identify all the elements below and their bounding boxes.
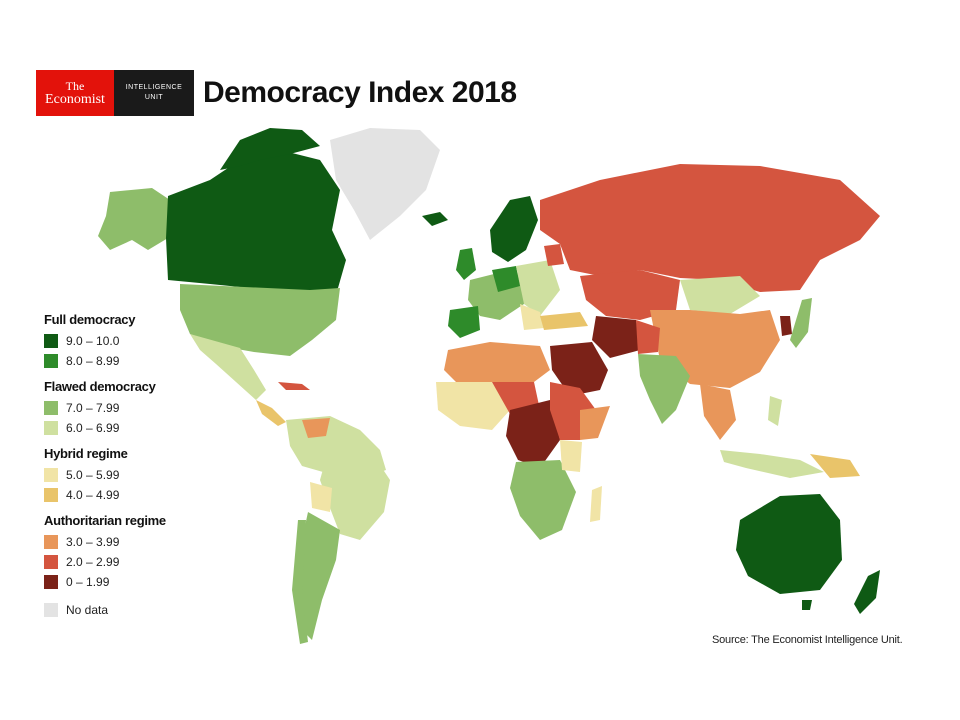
legend-swatch [44,488,58,502]
region-brazil [320,444,390,540]
region-north-africa [444,342,550,386]
legend-no-data: No data [44,600,214,620]
region-central-america [256,400,286,426]
region-west-africa [436,382,510,430]
legend-item: 8.0 – 8.99 [44,351,214,371]
legend-heading: Authoritarian regime [44,513,166,528]
region-central-asia [580,270,680,320]
region-argentina [300,512,340,640]
legend-heading: Flawed democracy [44,379,156,394]
region-pakistan-afghanistan [636,320,660,354]
legend-item: 2.0 – 2.99 [44,552,214,572]
legend-flawed-democracy: Flawed democracy 7.0 – 7.99 6.0 – 6.99 [44,379,214,438]
region-new-zealand [854,570,880,614]
legend-item: 7.0 – 7.99 [44,398,214,418]
region-cuba [278,382,310,390]
region-arabia [550,342,608,396]
region-australia [736,494,842,594]
region-greenland [330,128,440,240]
region-papua [810,454,860,478]
region-eastern-europe [516,260,560,316]
region-usa [180,284,340,356]
region-belarus [544,244,564,266]
region-tanzania [560,440,582,472]
legend-heading: Full democracy [44,312,136,327]
legend-item: 4.0 – 4.99 [44,485,214,505]
map-title: Democracy Index 2018 [203,76,517,109]
region-canada-arctic [220,128,320,170]
region-mexico [190,334,266,400]
legend-item: 9.0 – 10.0 [44,331,214,351]
legend-authoritarian-regime: Authoritarian regime 3.0 – 3.99 2.0 – 2.… [44,513,214,592]
region-southern-africa [510,460,576,540]
source-note: Source: The Economist Intelligence Unit. [712,634,903,646]
legend-heading: Hybrid regime [44,446,128,461]
region-uk [456,248,476,280]
region-canada [166,150,346,310]
region-chile [292,520,308,644]
legend-swatch [44,334,58,348]
region-southeast-asia [700,384,736,440]
legend-swatch [44,535,58,549]
region-scandinavia [490,196,538,262]
legend-swatch [44,575,58,589]
legend-hybrid-regime: Hybrid regime 5.0 – 5.99 4.0 – 4.99 [44,446,214,505]
region-horn [580,406,610,440]
legend-item: 6.0 – 6.99 [44,418,214,438]
legend-swatch [44,555,58,569]
economist-wordmark: The Economist [36,70,114,116]
legend-item: 0 – 1.99 [44,572,214,592]
region-balkans [520,304,544,330]
region-japan [790,298,812,348]
region-venezuela [302,418,330,438]
region-iberia [448,306,480,338]
region-russia [540,164,880,292]
legend-swatch [44,421,58,435]
region-tasmania [802,600,812,610]
region-indonesia [720,450,824,478]
region-iran [592,316,640,358]
region-turkey [540,312,588,330]
legend-item: 5.0 – 5.99 [44,465,214,485]
region-iceland [422,212,448,226]
intelligence-unit-wordmark: INTELLIGENCE UNIT [114,70,194,116]
legend-swatch [44,354,58,368]
region-mongolia [680,276,760,314]
region-bolivia [310,482,332,512]
region-central-africa [506,400,560,468]
legend-full-democracy: Full democracy 9.0 – 10.0 8.0 – 8.99 [44,312,214,371]
region-korea-japan [780,316,792,336]
world-map [98,128,880,644]
region-philippines [768,396,782,426]
legend-swatch [44,603,58,617]
legend-item: 3.0 – 3.99 [44,532,214,552]
economist-logo: The Economist INTELLIGENCE UNIT [36,70,194,116]
region-alaska [98,188,170,250]
legend-swatch [44,401,58,415]
map-legend: Full democracy 9.0 – 10.0 8.0 – 8.99 Fla… [44,312,214,620]
region-germany [492,266,520,292]
region-madagascar [590,486,602,522]
legend-swatch [44,468,58,482]
region-india [638,354,690,424]
